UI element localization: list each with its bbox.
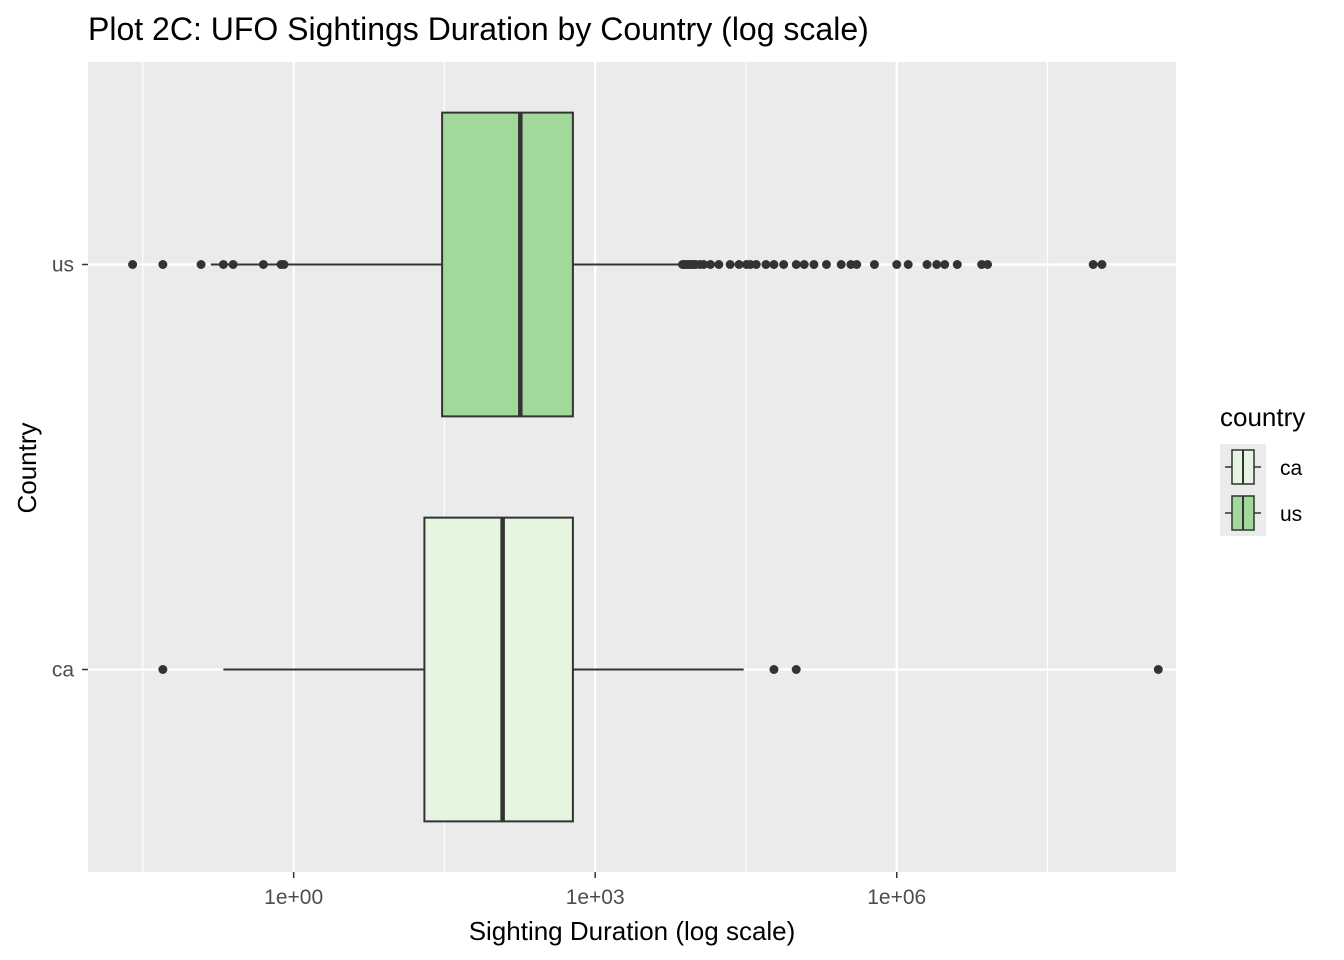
outlier-point	[725, 260, 735, 269]
outlier-point	[714, 260, 724, 269]
box-plots	[128, 111, 1163, 823]
outlier-point	[158, 665, 168, 674]
outlier-point	[809, 260, 819, 269]
outlier-point	[779, 260, 789, 269]
outlier-point	[699, 260, 709, 269]
outlier-point	[932, 260, 942, 269]
box-ca	[158, 516, 1163, 823]
y-axis-title: Country	[12, 422, 42, 513]
outlier-point	[836, 260, 846, 269]
outlier-point	[734, 260, 744, 269]
outlier-point	[903, 260, 913, 269]
outlier-point	[791, 260, 801, 269]
plot-panel	[88, 62, 1176, 872]
y-axis: ca us	[52, 254, 88, 682]
outlier-point	[940, 260, 950, 269]
outlier-point	[799, 260, 809, 269]
outlier-point	[158, 260, 168, 269]
outlier-point	[128, 260, 138, 269]
box-iqr	[423, 516, 574, 823]
y-tick-label: us	[52, 254, 74, 277]
legend-item-us: us	[1220, 490, 1302, 536]
x-tick-label: 1e+06	[867, 886, 926, 909]
outlier-point	[869, 260, 879, 269]
legend-label: ca	[1280, 457, 1303, 480]
outlier-point	[892, 260, 902, 269]
x-axis-title: Sighting Duration (log scale)	[469, 916, 796, 946]
legend-label: us	[1280, 503, 1302, 526]
box-us	[128, 111, 1107, 418]
legend-item-ca: ca	[1220, 444, 1303, 490]
outlier-point	[705, 260, 715, 269]
outlier-point	[1097, 260, 1107, 269]
legend: country ca us	[1220, 402, 1305, 536]
x-tick-label: 1e+03	[566, 886, 625, 909]
box-iqr	[441, 111, 574, 418]
outlier-point	[821, 260, 831, 269]
outlier-point	[1088, 260, 1098, 269]
outlier-point	[258, 260, 268, 269]
x-tick-label: 1e+00	[264, 886, 323, 909]
outlier-point	[791, 665, 801, 674]
outlier-point	[279, 260, 289, 269]
outlier-point	[769, 260, 779, 269]
outlier-point	[751, 260, 761, 269]
chart-title: Plot 2C: UFO Sightings Duration by Count…	[88, 11, 869, 47]
x-axis: 1e+00 1e+03 1e+06	[264, 872, 926, 909]
outlier-point	[852, 260, 862, 269]
outlier-point	[983, 260, 993, 269]
outlier-point	[769, 665, 779, 674]
legend-title: country	[1220, 402, 1305, 432]
outlier-point	[952, 260, 962, 269]
outlier-point	[228, 260, 238, 269]
outlier-point	[922, 260, 932, 269]
outlier-point	[1153, 665, 1163, 674]
outlier-point	[196, 260, 206, 269]
outlier-point	[761, 260, 771, 269]
y-tick-label: ca	[52, 659, 75, 682]
outlier-point	[218, 260, 228, 269]
